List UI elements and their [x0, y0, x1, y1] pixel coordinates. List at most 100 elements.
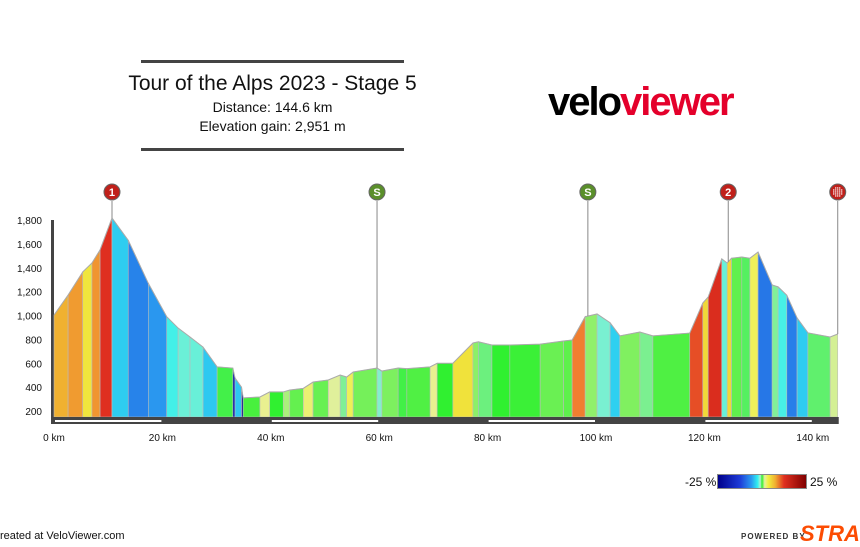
x-tick-label: 120 km — [688, 433, 721, 444]
finish-dot — [839, 191, 841, 193]
profile-segment — [619, 331, 641, 418]
profile-segment — [234, 377, 242, 418]
profile-segment — [312, 379, 329, 418]
finish-dot — [839, 195, 841, 197]
profile-segment — [282, 389, 291, 418]
chart-title: Tour of the Alps 2023 - Stage 5 — [128, 72, 417, 95]
profile-segment — [771, 284, 779, 418]
profile-segment — [702, 296, 709, 418]
profile-segment — [807, 332, 831, 418]
profile-segment — [829, 333, 839, 418]
y-tick-label: 600 — [25, 359, 42, 370]
veloviewer-logo: veloviewer — [548, 80, 735, 124]
profile-segment — [639, 331, 654, 418]
finish-dot — [837, 191, 839, 193]
finish-dot — [839, 189, 841, 191]
profile-segment — [652, 332, 691, 418]
profile-segment — [352, 367, 378, 418]
x-axis-stripe — [488, 420, 595, 422]
powered-by-label: POWERED BY — [741, 532, 806, 541]
finish-dot — [837, 193, 839, 195]
x-tick-label: 80 km — [474, 433, 501, 444]
profile-segment — [777, 286, 788, 418]
profile-segment — [436, 362, 454, 418]
profile-segment — [177, 327, 191, 418]
x-tick-label: 0 km — [43, 433, 65, 444]
y-tick-label: 800 — [25, 335, 42, 346]
profile-outline — [53, 216, 838, 399]
profile-segment — [509, 343, 541, 418]
profile-segment — [82, 262, 93, 418]
finish-dot — [835, 187, 837, 189]
finish-dot — [835, 193, 837, 195]
profile-segment — [741, 256, 751, 418]
profile-segment — [91, 248, 101, 418]
strava-logo: STRAVA — [800, 521, 860, 546]
profile-segment — [478, 341, 493, 418]
marker-label: S — [584, 187, 591, 199]
gradient-colorbar — [717, 474, 807, 489]
profile-segment — [111, 217, 129, 418]
y-tick-label: 1,000 — [17, 312, 42, 323]
profile-segment — [99, 217, 113, 418]
x-axis-stripe — [55, 420, 162, 422]
profile-segment — [269, 391, 284, 418]
finish-dot — [839, 187, 841, 189]
marker-label: 1 — [109, 187, 115, 199]
profile-segment — [539, 340, 564, 418]
elevation-gain-text: Elevation gain: 2,951 m — [199, 118, 346, 134]
x-axis-bar — [51, 417, 839, 424]
sprint-marker-icon — [579, 183, 597, 201]
profile-segment — [491, 344, 511, 418]
y-tick-label: 1,600 — [17, 240, 42, 251]
profile-segment — [346, 371, 354, 418]
finish-dot — [833, 191, 835, 193]
profile-segment — [189, 336, 204, 418]
x-tick-label: 60 km — [366, 433, 393, 444]
profile-segment — [376, 367, 383, 418]
finish-dot — [841, 189, 843, 191]
profile-segment — [689, 302, 704, 418]
finish-dot — [833, 189, 835, 191]
profile-segment — [127, 240, 149, 418]
y-tick-label: 1,800 — [17, 216, 42, 227]
x-axis-stripe — [705, 420, 812, 422]
y-tick-label: 400 — [25, 383, 42, 394]
profile-segment — [289, 388, 304, 418]
finish-dot — [839, 193, 841, 195]
profile-segment — [757, 251, 773, 418]
profile-segment — [216, 366, 234, 418]
profile-segment — [796, 316, 809, 418]
profile-segment — [327, 374, 341, 418]
finish-dot — [835, 189, 837, 191]
profile-segment — [571, 315, 586, 418]
distance-text: Distance: 144.6 km — [212, 99, 333, 115]
finish-dot — [837, 195, 839, 197]
profile-segment — [452, 342, 474, 418]
y-tick-label: 1,200 — [17, 288, 42, 299]
y-tick-label: 200 — [25, 407, 42, 418]
profile-segment — [596, 313, 611, 418]
profile-segment — [166, 315, 179, 418]
legend-max-label: 25 % — [810, 475, 838, 489]
profile-segment — [726, 257, 732, 418]
kom-marker-icon — [719, 183, 737, 201]
legend-min-label: -25 % — [685, 475, 717, 489]
profile-segment — [609, 321, 621, 418]
finish-dot — [835, 195, 837, 197]
sprint-marker-icon — [368, 183, 386, 201]
bottom-rule — [141, 148, 404, 151]
profile-segment — [339, 374, 347, 418]
finish-dot — [841, 191, 843, 193]
profile-segment — [406, 366, 431, 418]
created-at-link[interactable]: Created at VeloViewer.com — [0, 530, 125, 542]
profile-segment — [731, 256, 743, 418]
finish-dot — [837, 187, 839, 189]
x-tick-label: 140 km — [796, 433, 829, 444]
profile-segment — [429, 362, 438, 418]
profile-segment — [749, 251, 759, 418]
marker-label: 2 — [725, 187, 731, 199]
profile-segment — [721, 258, 728, 418]
finish-dot — [837, 189, 839, 191]
